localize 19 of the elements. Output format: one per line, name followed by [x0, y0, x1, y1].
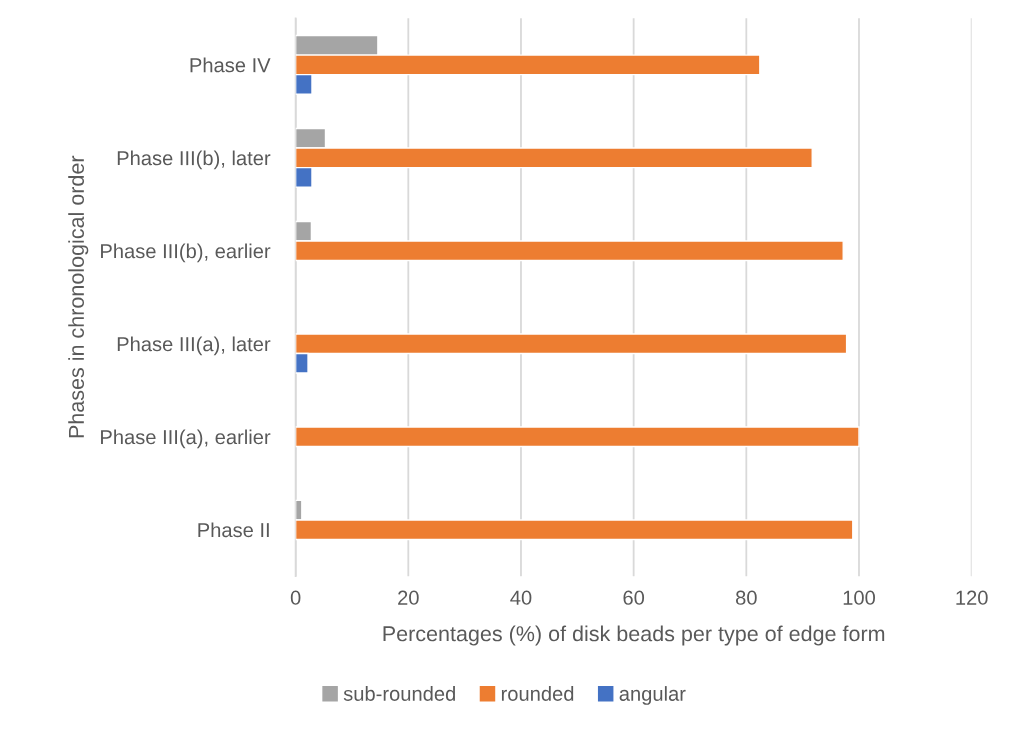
y-tick-label: Phase II [198, 522, 269, 538]
x-tick-label: 40 [510, 590, 532, 605]
y-tick-label: Phase III(b), later [117, 150, 271, 170]
x-tick-label: 0 [290, 590, 301, 605]
legend-label: rounded [501, 686, 574, 701]
legend-label: sub-rounded [343, 686, 455, 701]
y-axis-title: Phases in chronological order [68, 155, 89, 438]
legend-label: angular [619, 686, 686, 705]
x-axis-title: Percentages (%) of disk beads per type of edge form [383, 625, 885, 646]
y-tick-label: Phase III(a), earlier [101, 429, 271, 449]
x-tick-label: 20 [398, 590, 419, 605]
y-tick-label: Phase IV [190, 57, 271, 73]
y-tick-label: Phase III(b), earlier [101, 243, 271, 263]
x-tick-label: 60 [623, 590, 645, 605]
y-tick-label: Phase III(a), later [117, 336, 271, 356]
x-tick-label: 100 [843, 590, 876, 605]
bar [295, 426, 860, 448]
x-tick-label: 80 [736, 590, 757, 605]
x-tick-label: 120 [956, 590, 988, 605]
